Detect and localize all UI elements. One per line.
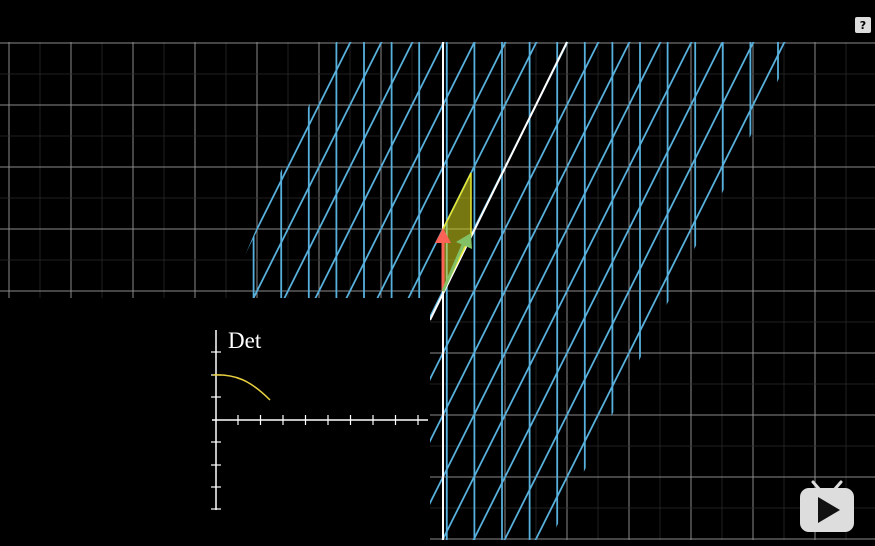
inset-panel — [0, 298, 430, 546]
help-icon[interactable]: ? — [860, 19, 866, 32]
transformed-line — [534, 42, 786, 540]
i-hat-arrow — [441, 244, 465, 292]
transformed-line — [503, 42, 755, 540]
transformed-line — [472, 42, 724, 540]
play-button[interactable] — [800, 480, 854, 532]
transformed-line — [441, 42, 693, 540]
det-curve — [212, 374, 271, 401]
transformed-line — [226, 42, 383, 540]
inset-axes — [212, 330, 428, 510]
i-hat-arrow-head — [456, 233, 472, 249]
inset-label: Det — [228, 328, 262, 353]
transformed-line — [226, 42, 414, 540]
transformed-line — [410, 42, 662, 540]
x-axis-image — [429, 41, 568, 321]
j-hat-arrow-head — [435, 228, 451, 243]
help-button[interactable] — [855, 17, 871, 33]
inset-ticks — [211, 351, 419, 510]
